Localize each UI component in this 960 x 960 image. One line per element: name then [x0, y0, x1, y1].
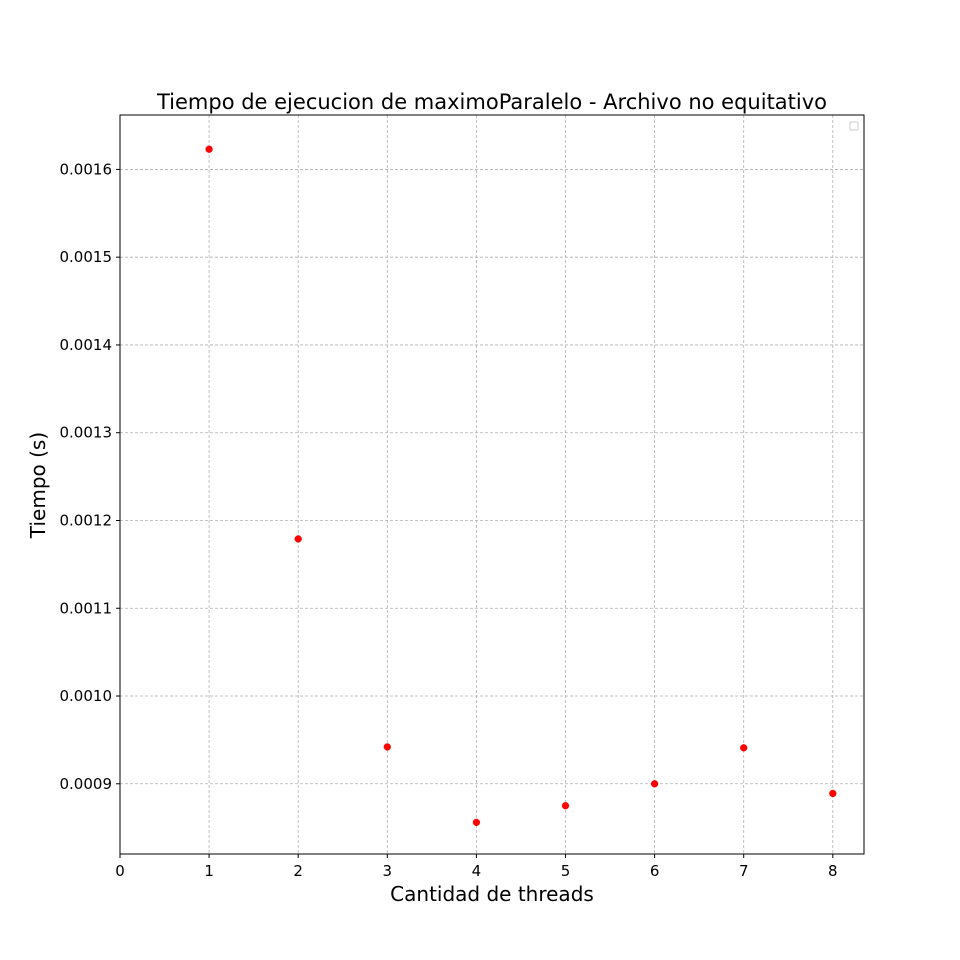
legend-box	[849, 121, 859, 131]
x-tick-label: 0	[115, 862, 125, 880]
y-axis-label: Tiempo (s)	[26, 432, 50, 539]
data-point	[383, 743, 391, 751]
data-point	[205, 145, 213, 153]
x-tick-label: 6	[650, 862, 660, 880]
data-point	[829, 789, 837, 798]
x-tick-label: 7	[739, 862, 749, 880]
y-tick-label: 0.0014	[60, 336, 113, 354]
axis-ticks: 0 1 2 3 4 5 6 7 8 0.0009 0.0010 0.0011 0.0012 0.0013 0…	[60, 160, 838, 880]
data-point	[472, 818, 481, 827]
y-tick-label: 0.0016	[60, 160, 113, 178]
x-tick-label: 1	[204, 862, 214, 880]
x-axis-label: Cantidad de threads	[390, 882, 594, 906]
plot-frame	[119, 114, 865, 855]
data-point	[740, 744, 748, 752]
chart-title: Tiempo de ejecucion de maximoParalelo - …	[156, 90, 827, 114]
y-tick-label: 0.0009	[60, 775, 113, 793]
y-tick-label: 0.0010	[60, 687, 113, 705]
data-points	[205, 145, 837, 827]
data-point	[294, 535, 302, 543]
x-tick-label: 5	[561, 862, 571, 880]
data-point	[561, 802, 570, 810]
grid	[119, 115, 864, 854]
x-tick-label: 2	[293, 862, 303, 880]
data-point	[650, 780, 659, 788]
x-tick-label: 4	[472, 862, 482, 880]
y-tick-label: 0.0013	[60, 424, 113, 442]
x-tick-label: 8	[828, 862, 838, 880]
y-tick-label: 0.0011	[60, 599, 113, 617]
x-tick-label: 3	[383, 862, 393, 880]
y-tick-label: 0.0012	[60, 511, 113, 529]
y-tick-label: 0.0015	[60, 248, 113, 266]
